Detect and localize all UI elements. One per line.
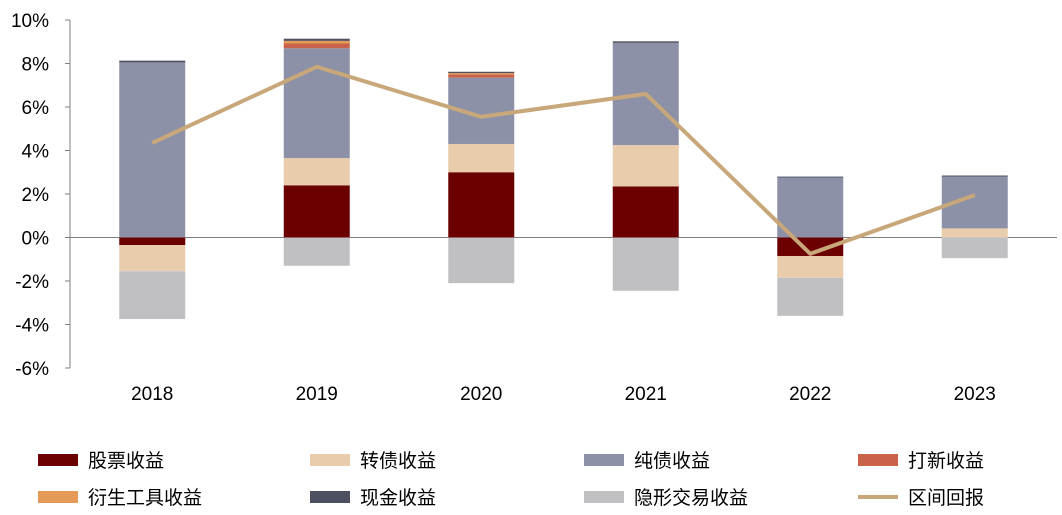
bar-segment [941,228,1008,238]
bar-segment [119,271,186,320]
legend-swatch [858,454,898,466]
bar-segment [777,255,844,278]
x-tick-labels: 2018 2019 2020 2021 2022 2023 [131,384,996,405]
bar-segment [283,38,350,41]
bar-segment [777,177,844,238]
bar-segment [283,48,350,159]
bar-segment [283,158,350,186]
x-tick-label: 2023 [954,384,996,405]
y-tick-labels: -6% -4% -2% 0% 2% 4% 6% 8% 10% [11,11,49,380]
bar-segment [612,145,679,187]
legend-label: 转债收益 [360,450,436,472]
legend-item: 衍生工具收益 [38,487,202,509]
bar-segment [448,73,515,75]
bar-segment [612,186,679,238]
bar-segment [448,71,515,74]
x-tick-label: 2020 [460,384,502,405]
bar-segment [119,245,186,272]
bar-segment [119,237,186,246]
bar-segment [612,41,679,43]
y-tick-label: -2% [15,272,49,293]
legend-swatch [584,491,624,503]
bars [119,38,1008,320]
legend-swatch [38,491,78,503]
legend-label: 纯债收益 [634,450,710,472]
legend-item: 打新收益 [858,450,984,472]
legend-label: 区间回报 [908,487,984,509]
y-tick-label: -6% [15,359,49,380]
legend-swatch [38,454,78,466]
bar-segment [941,175,1008,177]
bar-segment [119,62,186,238]
legend-label: 衍生工具收益 [88,487,202,509]
bar-segment [612,237,679,291]
x-tick-label: 2021 [625,384,667,405]
legend-label: 现金收益 [360,487,436,509]
y-tick-label: 0% [22,229,50,250]
line-path [151,64,976,256]
y-tick-label: 8% [22,55,50,76]
y-tick-label: -4% [15,316,49,337]
legend-swatch [310,454,350,466]
axes [65,19,1057,369]
y-tick-label: 6% [22,98,50,119]
bar-segment [448,172,515,238]
bar-segment [119,60,186,63]
bar-segment [448,74,515,78]
legend-item: 隐形交易收益 [584,487,748,509]
x-tick-label: 2019 [296,384,338,405]
legend-label: 隐形交易收益 [634,487,748,509]
bar-segment [448,143,515,173]
bar-segment [777,237,844,256]
legend-swatch [584,454,624,466]
legend-item: 转债收益 [310,450,436,472]
legend-swatch [310,491,350,503]
x-tick-label: 2018 [131,384,173,405]
legend-item: 区间回报 [858,487,984,509]
bar-segment [283,237,350,266]
line-series [151,64,976,256]
legend-label: 打新收益 [908,450,984,472]
bar-segment [283,43,350,49]
bar-segment [777,277,844,316]
bar-segment [283,185,350,238]
y-tick-label: 10% [11,11,49,32]
bar-segment [283,40,350,44]
y-tick-label: 4% [22,142,50,163]
bar-segment [941,237,1008,259]
bar-segment [777,176,844,178]
legend-item: 现金收益 [310,487,436,509]
y-tick-label: 2% [22,185,50,206]
legend-item: 纯债收益 [584,450,710,472]
bar-segment [448,237,515,284]
legend-label: 股票收益 [88,450,164,472]
legend-item: 股票收益 [38,450,164,472]
x-tick-label: 2022 [789,384,831,405]
